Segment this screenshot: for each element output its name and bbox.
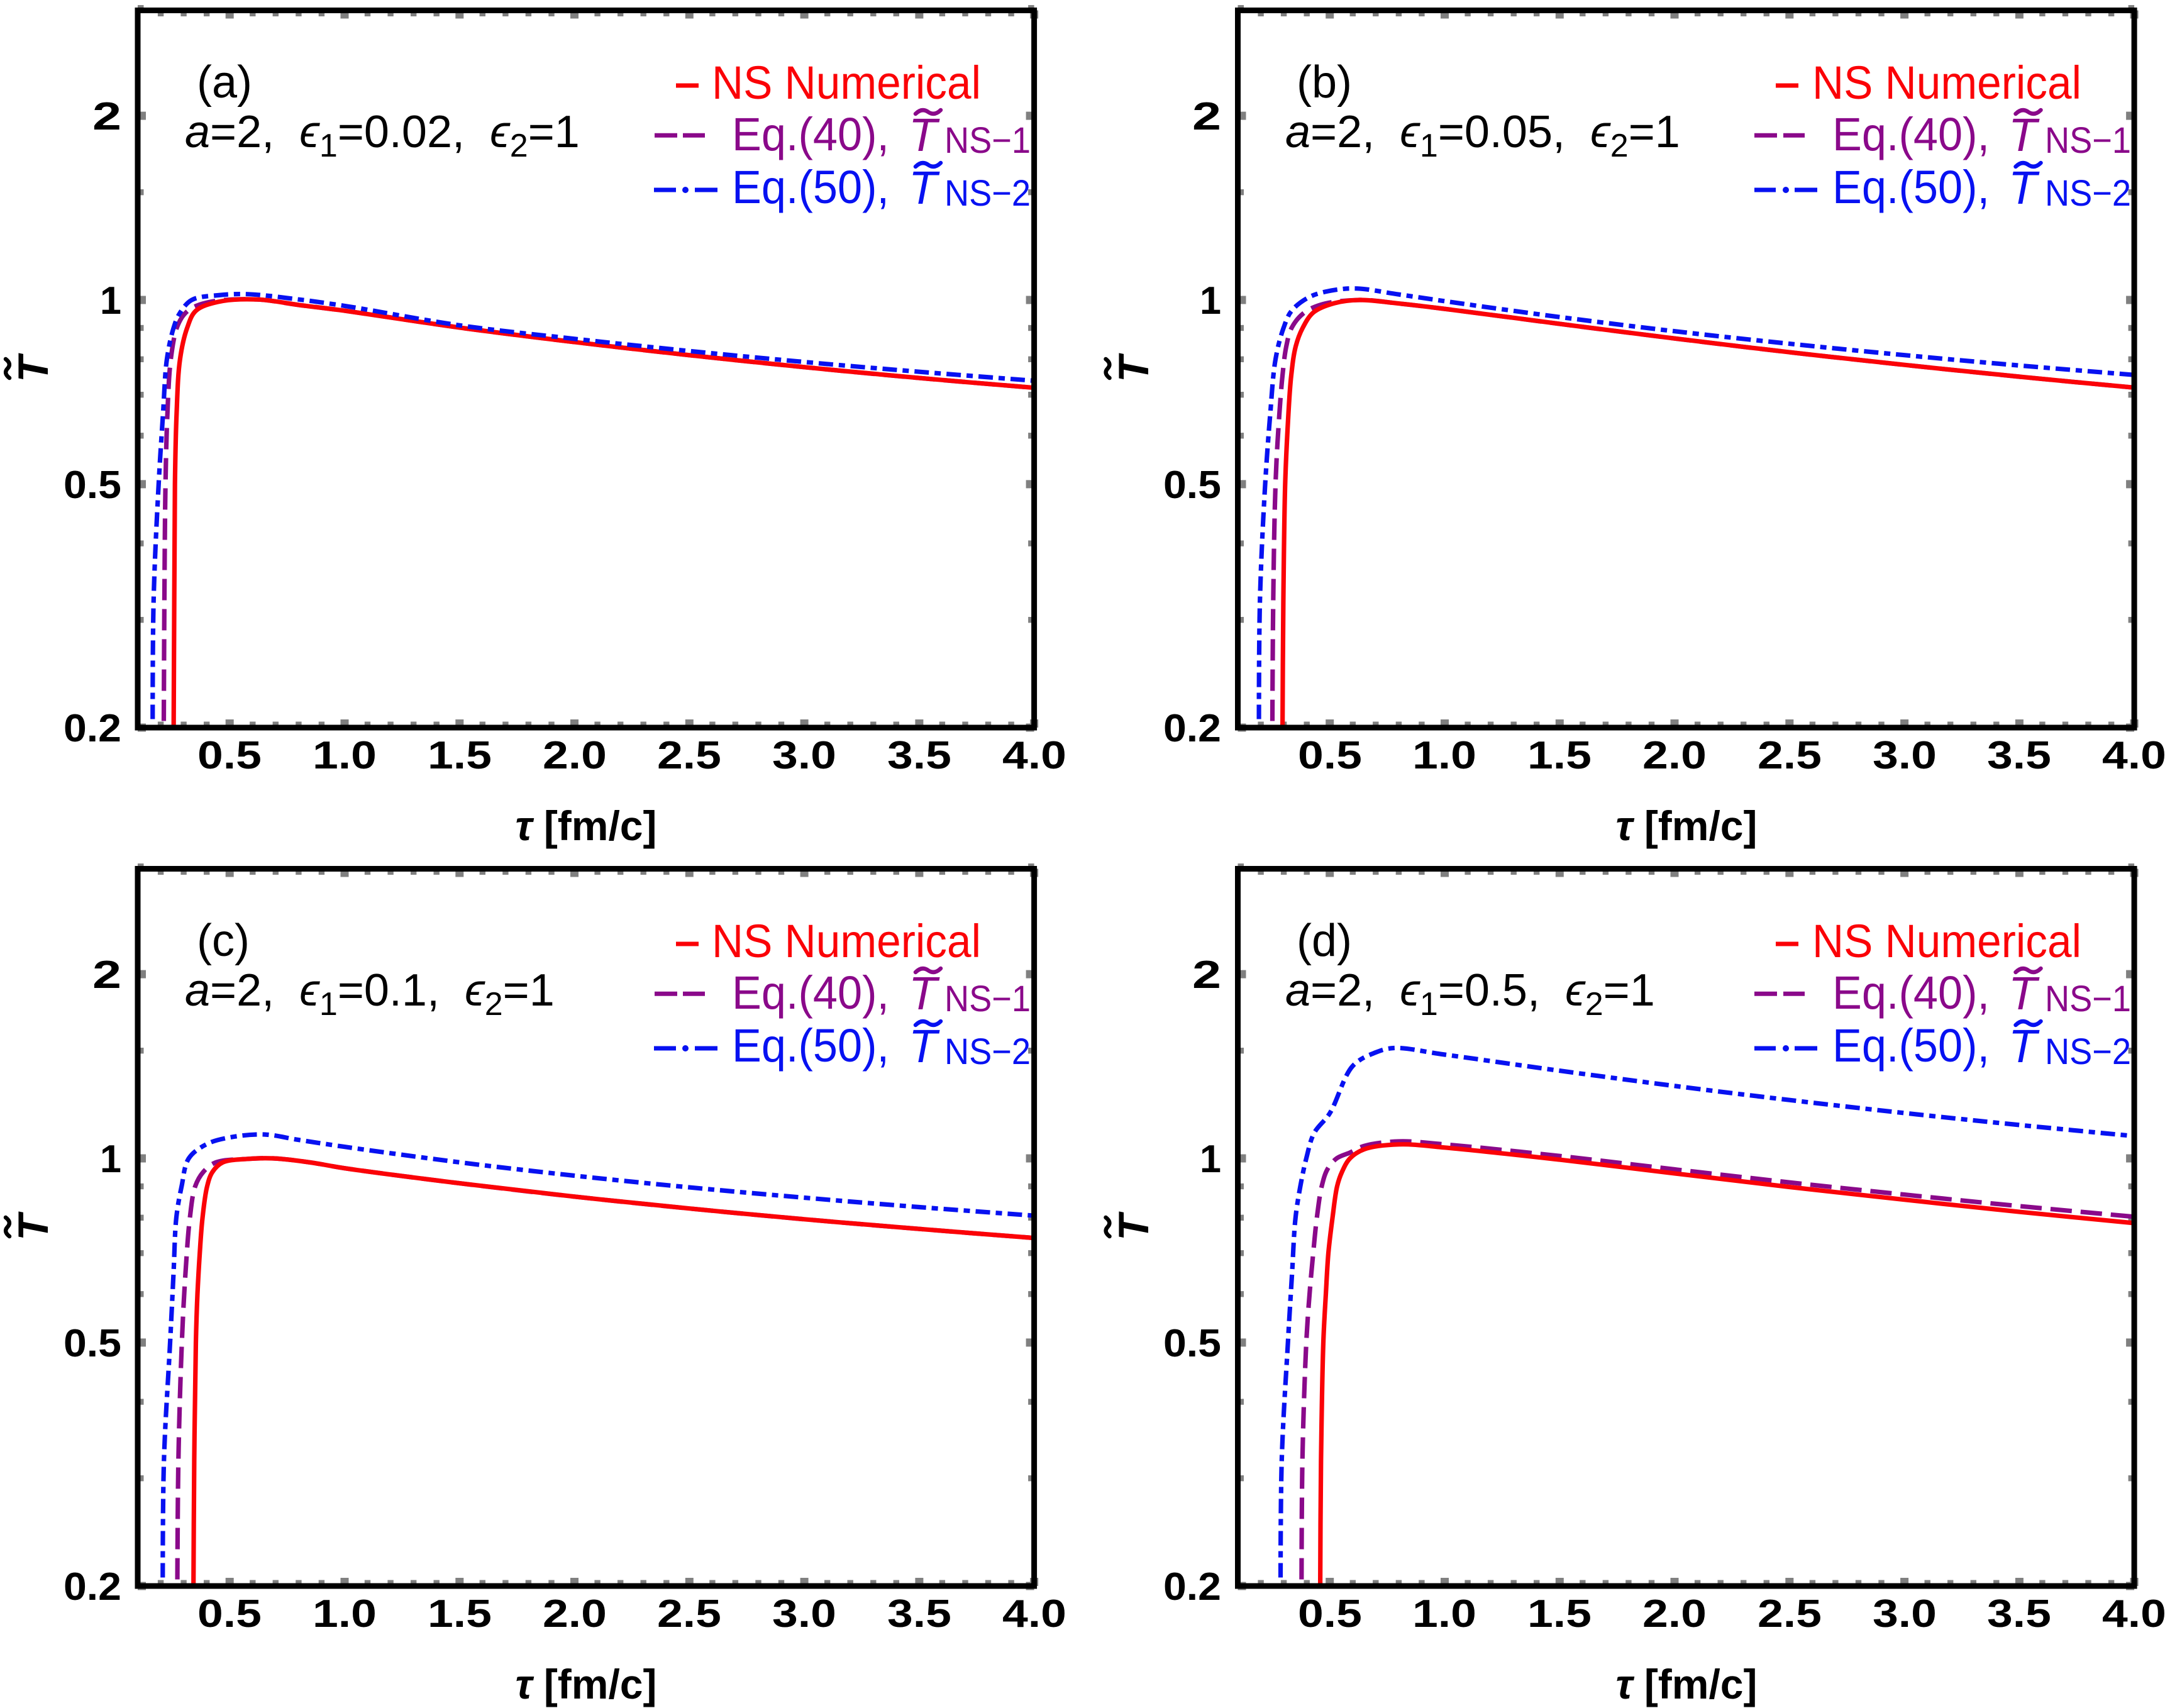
svg-text:0.5: 0.5 [197,1592,262,1636]
svg-text:a=2, ϵ1=0.5, ϵ2=1: a=2, ϵ1=0.5, ϵ2=1 [1285,965,1655,1023]
svg-text:3.5: 3.5 [887,1592,951,1636]
svg-text:1: 1 [1200,1138,1221,1181]
svg-text:2.5: 2.5 [1758,734,1822,777]
svg-text:Eq.(40),: Eq.(40), [732,108,889,160]
svg-text:2.5: 2.5 [657,1592,721,1636]
svg-text:1: 1 [1200,279,1221,323]
svg-text:0.5: 0.5 [1298,1592,1362,1636]
svg-text:2: 2 [92,95,121,138]
svg-text:NS−2: NS−2 [2045,173,2131,214]
svg-text:1.5: 1.5 [428,734,492,777]
svg-text:0.5: 0.5 [1163,463,1221,507]
svg-text:0.2: 0.2 [1163,1565,1221,1609]
svg-text:T: T [2008,109,2040,161]
svg-text:a=2, ϵ1=0.1, ϵ2=1: a=2, ϵ1=0.1, ϵ2=1 [185,965,555,1023]
svg-text:3.5: 3.5 [1987,734,2051,777]
svg-text:1.5: 1.5 [428,1592,492,1636]
svg-text:τ [fm/c]: τ [fm/c] [1616,802,1758,849]
svg-text:0.5: 0.5 [64,463,121,507]
svg-text:(d): (d) [1297,916,1352,966]
svg-text:0.5: 0.5 [197,734,262,777]
svg-text:T: T [909,109,940,161]
svg-text:T: T [1110,1211,1158,1241]
svg-text:1.5: 1.5 [1527,734,1592,777]
svg-text:NS−2: NS−2 [944,173,1031,214]
svg-text:1: 1 [100,1138,121,1181]
svg-text:T: T [1110,353,1158,382]
svg-text:2.0: 2.0 [1642,1592,1707,1636]
svg-text:2.0: 2.0 [1642,734,1707,777]
svg-text:2.5: 2.5 [1758,1592,1822,1636]
svg-text:NS−1: NS−1 [944,979,1031,1019]
svg-text:4.0: 4.0 [1002,1592,1066,1636]
svg-text:Eq.(50),: Eq.(50), [1832,1019,1990,1072]
svg-text:1.0: 1.0 [313,1592,377,1636]
svg-text:0.2: 0.2 [64,707,121,750]
svg-text:NS−2: NS−2 [944,1031,1031,1072]
svg-text:(c): (c) [197,916,250,966]
svg-text:T: T [9,1211,57,1241]
svg-text:(a): (a) [197,57,252,108]
svg-text:0.2: 0.2 [64,1565,121,1609]
svg-text:1.0: 1.0 [313,734,377,777]
svg-text:NS Numerical: NS Numerical [712,915,981,967]
svg-text:3.5: 3.5 [887,734,951,777]
svg-text:Eq.(50),: Eq.(50), [732,1019,889,1072]
svg-text:T: T [909,967,940,1019]
svg-text:T: T [9,353,57,382]
svg-text:2.0: 2.0 [543,1592,607,1636]
svg-text:a=2, ϵ1=0.05, ϵ2=1: a=2, ϵ1=0.05, ϵ2=1 [1285,107,1680,164]
svg-text:3.5: 3.5 [1987,1592,2051,1636]
svg-text:2: 2 [92,953,121,997]
svg-text:1.0: 1.0 [1412,1592,1476,1636]
svg-text:(b): (b) [1297,57,1352,108]
svg-text:NS−1: NS−1 [2045,979,2131,1019]
svg-text:4.0: 4.0 [1002,734,1066,777]
svg-text:4.0: 4.0 [2102,734,2165,777]
svg-text:3.0: 3.0 [772,1592,836,1636]
svg-text:0.2: 0.2 [1163,707,1221,750]
svg-text:2: 2 [1192,95,1221,138]
svg-text:1: 1 [100,279,121,323]
svg-text:1.5: 1.5 [1527,1592,1592,1636]
svg-text:2.5: 2.5 [657,734,721,777]
svg-text:NS Numerical: NS Numerical [712,57,981,109]
svg-text:2: 2 [1192,953,1221,997]
svg-text:τ [fm/c]: τ [fm/c] [516,1661,657,1707]
svg-text:NS−1: NS−1 [2045,120,2131,161]
svg-text:1.0: 1.0 [1412,734,1476,777]
svg-text:Eq.(40),: Eq.(40), [732,967,889,1019]
svg-text:T: T [909,1020,940,1072]
svg-text:T: T [2008,967,2040,1019]
svg-text:0.5: 0.5 [1163,1322,1221,1365]
svg-text:T: T [909,162,940,214]
svg-text:a=2, ϵ1=0.02, ϵ2=1: a=2, ϵ1=0.02, ϵ2=1 [185,107,580,164]
svg-text:NS Numerical: NS Numerical [1812,57,2081,109]
svg-text:τ [fm/c]: τ [fm/c] [516,802,657,849]
svg-text:NS−1: NS−1 [944,120,1031,161]
svg-text:Eq.(40),: Eq.(40), [1832,108,1990,160]
svg-text:2.0: 2.0 [543,734,607,777]
svg-text:τ [fm/c]: τ [fm/c] [1616,1661,1758,1707]
svg-text:4.0: 4.0 [2102,1592,2165,1636]
svg-text:3.0: 3.0 [1873,734,1937,777]
svg-text:0.5: 0.5 [1298,734,1362,777]
svg-text:NS−2: NS−2 [2045,1031,2131,1072]
svg-text:3.0: 3.0 [1873,1592,1937,1636]
svg-text:3.0: 3.0 [772,734,836,777]
svg-text:NS Numerical: NS Numerical [1812,915,2081,967]
svg-text:Eq.(40),: Eq.(40), [1832,967,1990,1019]
svg-text:Eq.(50),: Eq.(50), [1832,161,1990,213]
svg-text:T: T [2008,162,2040,214]
svg-text:T: T [2008,1020,2040,1072]
svg-text:Eq.(50),: Eq.(50), [732,161,889,213]
svg-text:0.5: 0.5 [64,1322,121,1365]
